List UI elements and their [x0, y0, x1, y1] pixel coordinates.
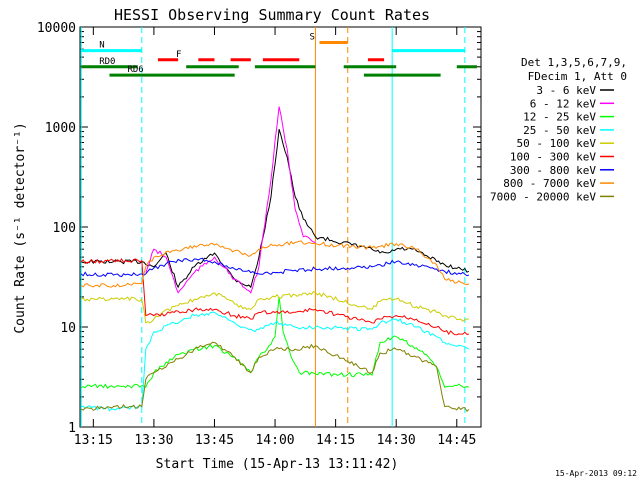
legend-label: 7000 - 20000 keV — [490, 190, 596, 203]
flag-label-f: F — [176, 50, 181, 60]
x-tick-label: 14:00 — [255, 433, 294, 448]
series-line-2 — [145, 106, 316, 294]
x-tick-label: 13:15 — [74, 433, 113, 448]
flag-label-n: N — [99, 41, 104, 51]
legend-label: 3 - 6 keV — [536, 84, 596, 97]
series-line-5 — [80, 290, 469, 324]
chart-title: HESSI Observing Summary Count Rates — [114, 6, 430, 24]
x-tick-label: 14:15 — [316, 433, 355, 448]
x-tick-label: 13:45 — [195, 433, 234, 448]
legend-label: 25 - 50 keV — [523, 124, 596, 137]
x-tick-label: 13:30 — [134, 433, 173, 448]
legend-label: 300 - 800 keV — [510, 164, 596, 177]
legend-label: 50 - 100 keV — [517, 137, 597, 150]
legend-label: 12 - 25 keV — [523, 111, 596, 124]
flag-label-rd6: RD6 — [127, 65, 143, 75]
legend-label: 6 - 12 keV — [530, 97, 597, 110]
series-line-6 — [80, 258, 469, 336]
legend-label: 100 - 300 keV — [510, 151, 596, 164]
series-line-9 — [81, 341, 470, 412]
timestamp: 15-Apr-2013 09:12 — [555, 469, 637, 478]
series-line-3 — [81, 296, 470, 389]
flag-label-rd0: RD0 — [99, 57, 115, 67]
x-tick-label: 14:45 — [437, 433, 476, 448]
y-tick-label: 10 — [60, 321, 76, 336]
y-tick-label: 10000 — [37, 21, 76, 36]
series-line-4 — [81, 311, 470, 412]
series-line-8 — [80, 240, 470, 288]
x-axis-label: Start Time (15-Apr-13 13:11:42) — [156, 457, 399, 472]
series-line-1 — [80, 129, 470, 289]
legend-label: 800 - 7000 keV — [503, 177, 596, 190]
flag-label-s: S — [309, 32, 314, 42]
y-tick-label: 1 — [68, 421, 76, 436]
series-line-7 — [80, 257, 470, 278]
plot-frame — [79, 26, 482, 428]
legend-header-line-2: FDecim 1, Att 0 — [528, 70, 627, 83]
y-tick-label: 1000 — [45, 121, 76, 136]
y-tick-label: 100 — [53, 221, 76, 236]
y-axis-label: Count Rate (s⁻¹ detector⁻¹) — [13, 122, 28, 333]
x-tick-label: 14:30 — [377, 433, 416, 448]
legend-header-line-1: Det 1,3,5,6,7,9, — [521, 56, 627, 69]
